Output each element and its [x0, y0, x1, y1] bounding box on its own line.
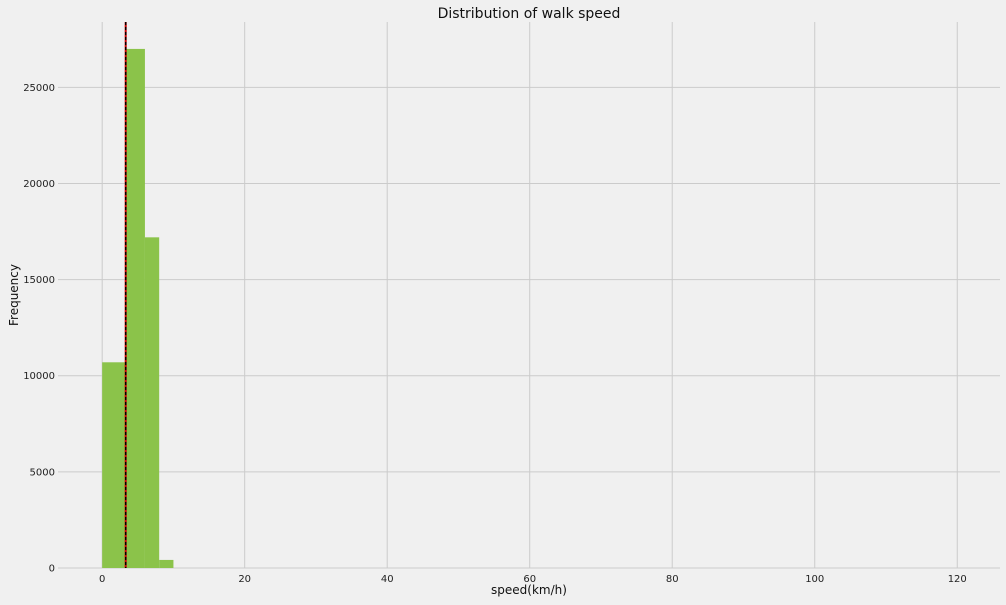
- histogram-bar: [126, 48, 145, 569]
- y-tick-label: 15000: [23, 275, 55, 286]
- histogram-bar: [102, 362, 127, 568]
- y-tick-label: 20000: [23, 179, 55, 190]
- x-tick-label: 80: [666, 574, 679, 585]
- y-tick-labels: 0 5000 10000 15000 20000 25000: [23, 83, 55, 575]
- plot-area: [58, 22, 1000, 568]
- histogram-bar: [159, 559, 174, 568]
- grid-lines: [58, 22, 1000, 569]
- x-tick-label: 40: [381, 574, 394, 585]
- x-tick-label: 20: [238, 574, 251, 585]
- x-tick-label: 60: [523, 574, 536, 585]
- y-tick-label: 25000: [23, 83, 55, 94]
- chart-title: Distribution of walk speed: [438, 6, 621, 22]
- x-tick-labels: 0 20 40 60 80 100 120: [99, 574, 967, 585]
- histogram-bar: [144, 237, 160, 568]
- x-tick-label: 0: [99, 574, 105, 585]
- x-axis-label: speed(km/h): [491, 583, 567, 597]
- x-tick-label: 120: [948, 574, 967, 585]
- histogram-bars: [102, 48, 174, 569]
- y-tick-label: 5000: [30, 467, 55, 478]
- y-axis-label: Frequency: [7, 264, 21, 326]
- y-tick-label: 10000: [23, 371, 55, 382]
- x-tick-label: 100: [805, 574, 824, 585]
- y-tick-label: 0: [49, 564, 55, 575]
